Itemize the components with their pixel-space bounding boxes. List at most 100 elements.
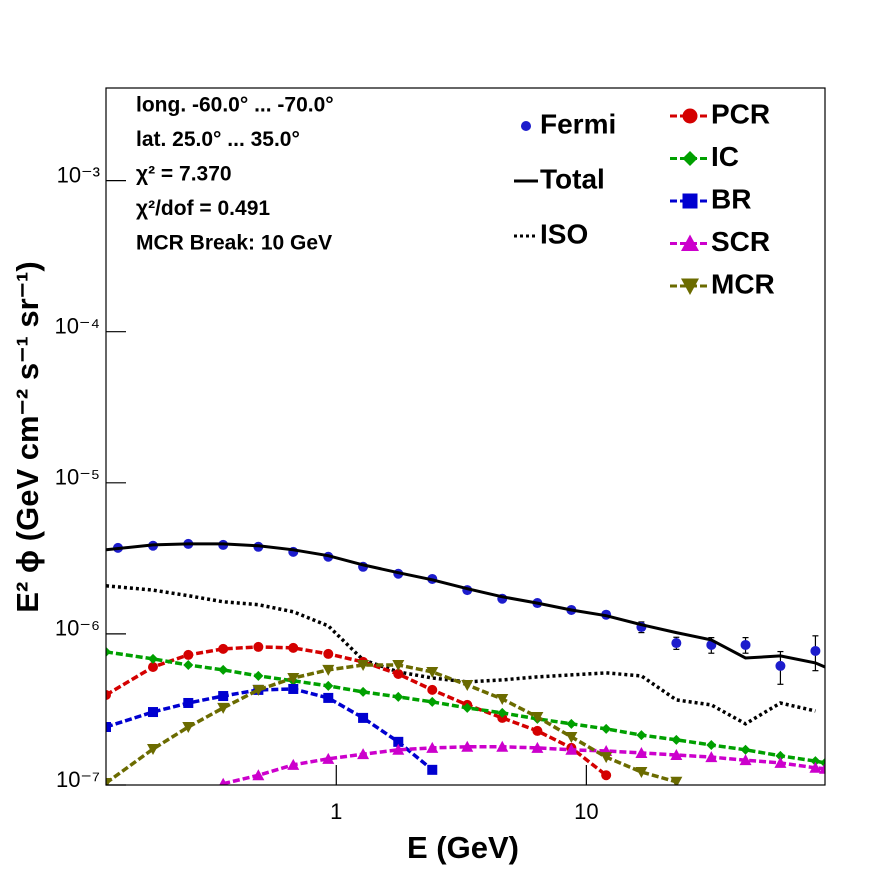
y-tick-label: 10⁻⁵ bbox=[55, 465, 100, 490]
marker bbox=[253, 641, 264, 652]
marker bbox=[671, 734, 682, 745]
legend-label: ISO bbox=[540, 218, 588, 249]
marker bbox=[635, 766, 648, 778]
marker bbox=[148, 653, 159, 664]
legend-label: Fermi bbox=[540, 108, 616, 139]
series-line bbox=[106, 687, 434, 772]
marker bbox=[774, 756, 787, 768]
annotation: long. -60.0° ... -70.0° bbox=[136, 94, 334, 117]
marker bbox=[218, 691, 229, 702]
legend-label: PCR bbox=[711, 98, 770, 129]
marker bbox=[322, 752, 335, 764]
marker bbox=[106, 722, 111, 733]
marker bbox=[566, 718, 577, 729]
marker bbox=[740, 744, 751, 755]
marker bbox=[427, 684, 438, 695]
marker bbox=[775, 750, 786, 761]
marker bbox=[810, 756, 821, 767]
marker bbox=[739, 754, 752, 766]
annotation: χ² = 7.370 bbox=[136, 163, 232, 186]
marker bbox=[393, 691, 404, 702]
marker bbox=[682, 151, 698, 166]
marker bbox=[287, 672, 300, 684]
marker bbox=[775, 660, 786, 671]
marker bbox=[682, 108, 698, 124]
marker bbox=[601, 770, 612, 781]
marker bbox=[497, 707, 508, 718]
marker bbox=[496, 693, 509, 705]
marker bbox=[218, 643, 229, 654]
marker bbox=[106, 690, 111, 701]
marker bbox=[287, 758, 300, 770]
marker bbox=[393, 736, 404, 747]
marker bbox=[253, 670, 264, 681]
marker bbox=[323, 648, 334, 659]
marker bbox=[148, 707, 159, 718]
marker bbox=[393, 668, 404, 679]
marker bbox=[705, 751, 718, 763]
marker bbox=[323, 680, 334, 691]
marker bbox=[426, 741, 439, 753]
marker bbox=[706, 739, 717, 750]
marker bbox=[681, 234, 699, 251]
marker bbox=[183, 697, 194, 708]
marker bbox=[288, 642, 299, 653]
x-tick-label: 1 bbox=[330, 799, 342, 824]
marker bbox=[106, 778, 112, 785]
annotation: χ²/dof = 0.491 bbox=[136, 197, 270, 220]
marker bbox=[671, 638, 682, 649]
marker bbox=[461, 679, 474, 691]
marker bbox=[531, 741, 544, 753]
marker bbox=[600, 752, 613, 764]
marker bbox=[532, 725, 543, 736]
marker bbox=[322, 664, 335, 676]
marker bbox=[740, 639, 751, 650]
x-tick-label: 10 bbox=[574, 799, 598, 824]
marker bbox=[681, 278, 699, 295]
marker bbox=[636, 730, 647, 741]
legend-label: BR bbox=[711, 183, 751, 214]
marker bbox=[252, 769, 265, 781]
series-line bbox=[106, 542, 825, 669]
annotation: MCR Break: 10 GeV bbox=[136, 232, 332, 255]
plot-area bbox=[106, 538, 825, 785]
marker bbox=[635, 746, 648, 758]
marker bbox=[810, 645, 821, 656]
y-tick-label: 10⁻⁷ bbox=[56, 767, 100, 792]
marker bbox=[521, 121, 531, 131]
marker bbox=[182, 722, 195, 734]
marker bbox=[670, 776, 683, 785]
marker bbox=[462, 702, 473, 713]
marker bbox=[148, 661, 159, 672]
marker bbox=[357, 659, 370, 671]
series-line bbox=[106, 645, 608, 777]
marker bbox=[461, 740, 474, 752]
marker bbox=[357, 748, 370, 760]
marker bbox=[219, 777, 228, 785]
marker bbox=[147, 744, 160, 756]
marker bbox=[288, 683, 299, 694]
marker bbox=[392, 743, 405, 755]
plot-frame bbox=[105, 87, 826, 786]
marker bbox=[358, 686, 369, 697]
marker bbox=[183, 649, 194, 660]
legend-label: SCR bbox=[711, 226, 770, 257]
marker bbox=[358, 712, 369, 723]
marker bbox=[531, 711, 544, 723]
y-tick-label: 10⁻⁴ bbox=[54, 314, 100, 339]
marker bbox=[106, 646, 111, 657]
x-axis-label: E (GeV) bbox=[407, 830, 519, 865]
annotation: lat. 25.0° ... 35.0° bbox=[136, 128, 300, 151]
series-line bbox=[106, 650, 825, 765]
y-tick-label: 10⁻⁶ bbox=[55, 616, 100, 641]
marker bbox=[496, 740, 509, 752]
y-tick-label: 10⁻³ bbox=[57, 162, 100, 187]
legend-label: Total bbox=[540, 163, 605, 194]
marker bbox=[217, 702, 230, 714]
marker bbox=[252, 684, 265, 696]
marker bbox=[183, 659, 194, 670]
y-axis-label: E² ϕ (GeV cm⁻² s⁻¹ sr⁻¹) bbox=[10, 261, 45, 612]
marker bbox=[682, 193, 698, 209]
